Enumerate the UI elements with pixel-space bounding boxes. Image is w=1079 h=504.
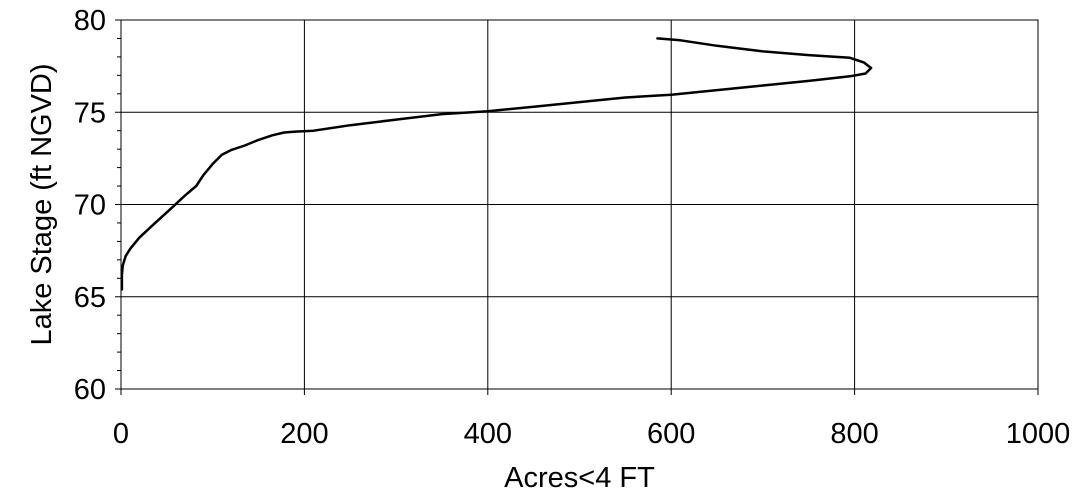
series-line xyxy=(120,37,873,291)
minor-tick-layer xyxy=(117,37,121,372)
x-tick-labels: 0 200 400 600 800 1000 xyxy=(113,418,1070,450)
x-axis-title: Acres<4 FT xyxy=(504,462,655,494)
y-tick-labels: 60 65 70 75 80 xyxy=(74,5,106,406)
y-tick-label: 60 xyxy=(74,374,106,406)
x-tick-label: 0 xyxy=(113,418,129,450)
x-tick-label: 800 xyxy=(830,418,878,450)
x-tick-label: 400 xyxy=(464,418,512,450)
x-tick-label: 200 xyxy=(280,418,328,450)
series-layer xyxy=(120,37,873,291)
x-tick-label: 600 xyxy=(647,418,695,450)
y-tick-label: 75 xyxy=(74,97,106,129)
plot-area-frame xyxy=(120,19,1039,390)
y-tick-label: 65 xyxy=(74,282,106,314)
y-tick-label: 80 xyxy=(74,5,106,37)
y-axis-title: Lake Stage (ft NGVD) xyxy=(26,63,58,345)
y-tick-label: 70 xyxy=(74,190,106,222)
grid-layer xyxy=(115,19,1039,395)
x-tick-label: 1000 xyxy=(1006,418,1071,450)
